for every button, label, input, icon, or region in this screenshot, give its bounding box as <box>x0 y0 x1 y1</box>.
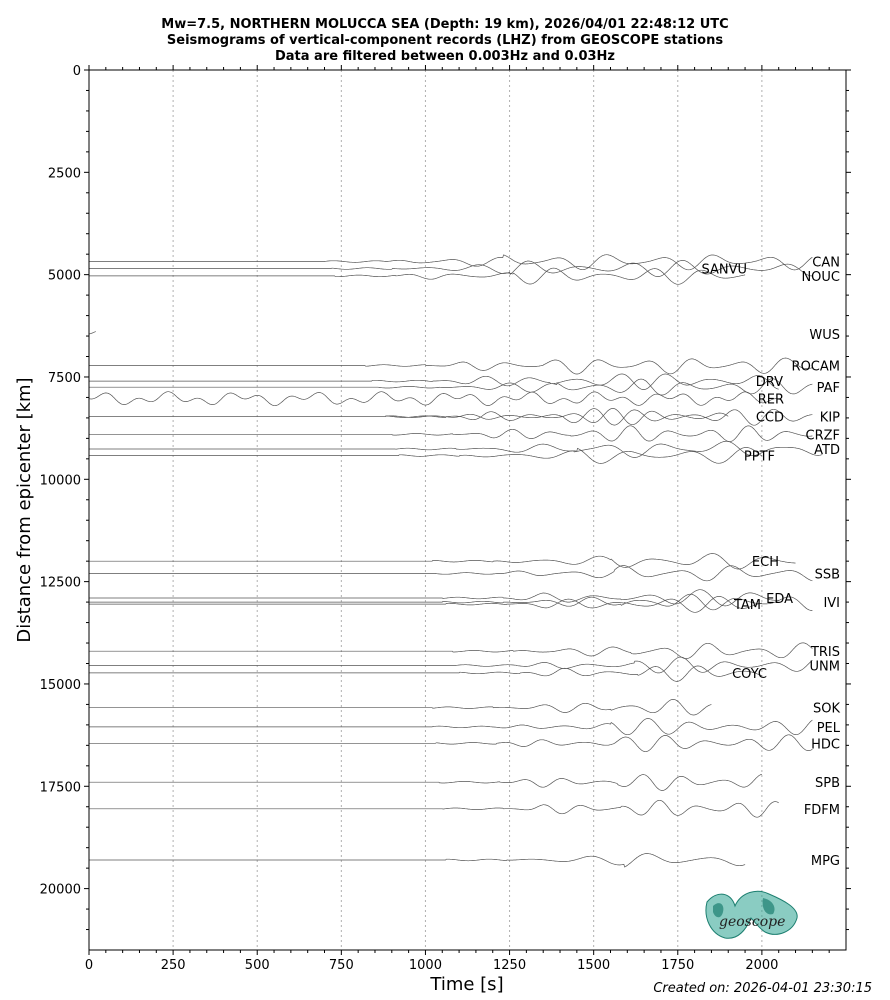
seismogram-trace-rocam <box>89 357 813 375</box>
y-tick-label: 17500 <box>40 780 81 795</box>
seismogram-trace-mpg <box>89 853 746 868</box>
y-tick-label: 2500 <box>48 166 81 181</box>
x-tick-label: 750 <box>329 958 354 973</box>
seismogram-trace-sok <box>89 699 712 716</box>
y-tick-label: 0 <box>73 64 81 79</box>
seismogram-trace-hdc <box>89 734 813 753</box>
x-tick-label: 500 <box>245 958 270 973</box>
seismogram-trace-nouc <box>89 267 746 285</box>
chart-title-line-1: Mw=7.5, NORTHERN MOLUCCA SEA (Depth: 19 … <box>161 17 729 32</box>
station-label-pel: PEL <box>817 721 841 736</box>
plot-frame <box>88 69 847 951</box>
seismogram-trace-atd <box>89 440 823 458</box>
station-labels: CAN SANVU NOUC WUS ROCAM DRV PAF RER CCD KIP CRZFA… <box>701 256 840 869</box>
seismogram-trace-eda <box>89 589 779 607</box>
geoscope-logo: geoscope <box>705 890 798 939</box>
chart-title-line-2: Seismograms of vertical-component record… <box>166 33 724 48</box>
seismogram-trace-rer <box>88 391 779 407</box>
station-label-can: CAN <box>812 256 840 271</box>
y-axis-label: Distance from epicenter [km] <box>14 377 35 642</box>
y-tick-label: 7500 <box>48 371 81 386</box>
traces <box>88 254 823 868</box>
station-label-hdc: HDC <box>811 737 840 752</box>
station-label-nouc: NOUC <box>801 270 840 285</box>
x-tick-label: 1750 <box>661 958 694 973</box>
logo-globe-shape <box>705 890 798 939</box>
y-tick-label: 5000 <box>48 269 81 284</box>
station-label-ccd: CCD <box>756 411 784 426</box>
station-label-drv: DRV <box>756 375 783 390</box>
station-label-kip: KIP <box>820 411 840 426</box>
station-label-rer: RER <box>758 393 784 408</box>
station-label-tam: TAM <box>733 598 761 613</box>
chart-title-line-3: Data are filtered between 0.003Hz and 0.… <box>274 49 616 64</box>
seismogram-trace-tris <box>89 642 813 659</box>
station-label-pptf: PPTF <box>744 450 775 465</box>
seismogram-trace-kip <box>89 408 813 426</box>
y-tick-label: 12500 <box>40 576 81 591</box>
station-label-coyc: COYC <box>732 667 767 682</box>
station-label-unm: UNM <box>810 660 840 675</box>
seismogram-trace-spb <box>89 773 762 791</box>
x-axis-label: Time [s] <box>429 974 503 995</box>
x-tick-label: 0 <box>85 958 93 973</box>
logo-globe-land <box>713 898 775 918</box>
seismogram-trace-ssb <box>89 565 813 582</box>
x-tick-label: 1000 <box>409 958 442 973</box>
station-label-atd: ATD <box>814 443 840 458</box>
station-label-tris: TRIS <box>810 645 840 660</box>
seismogram-trace-drv <box>89 373 779 390</box>
y-tick-label: 10000 <box>40 473 81 488</box>
axis-ticks: 0 250 500 750 1000 1250 1500 1750 20000250050007… <box>40 64 851 973</box>
x-tick-label: 2000 <box>745 958 778 973</box>
seismogram-trace-unm <box>89 656 813 674</box>
seismogram-trace-tam <box>89 596 762 613</box>
station-label-fdfm: FDFM <box>804 803 840 818</box>
seismogram-trace-pel <box>89 718 813 736</box>
seismogram-trace-sanvu <box>89 260 813 277</box>
station-label-wus: WUS <box>809 328 840 343</box>
seismogram-trace-ivi <box>89 593 813 611</box>
station-label-paf: PAF <box>817 381 840 396</box>
x-tick-label: 1250 <box>493 958 526 973</box>
seismogram-trace-wus <box>88 331 96 335</box>
station-label-ivi: IVI <box>823 596 840 611</box>
station-label-ech: ECH <box>752 555 779 570</box>
station-label-eda: EDA <box>766 592 793 607</box>
logo-text: geoscope <box>719 914 785 930</box>
seismogram-trace-fdfm <box>89 799 779 818</box>
seismogram-trace-can <box>89 254 813 271</box>
seismogram-trace-pptf <box>89 447 763 464</box>
station-label-spb: SPB <box>815 776 840 791</box>
station-label-rocam: ROCAM <box>792 360 840 375</box>
station-label-mpg: MPG <box>811 854 840 869</box>
x-tick-label: 1500 <box>577 958 610 973</box>
station-label-ssb: SSB <box>815 567 840 582</box>
station-label-sok: SOK <box>813 702 840 717</box>
seismogram-trace-ech <box>89 553 796 570</box>
seismogram-trace-paf <box>89 378 813 396</box>
seismogram-trace-coyc <box>89 665 762 682</box>
x-tick-label: 250 <box>161 958 186 973</box>
created-timestamp: Created on: 2026-04-01 23:30:15 <box>653 981 872 996</box>
y-tick-label: 20000 <box>40 883 81 898</box>
grid <box>172 70 763 950</box>
seismogram-trace-crzf <box>89 425 813 442</box>
y-tick-label: 15000 <box>40 678 81 693</box>
station-label-crzf: CRZF <box>806 428 841 443</box>
station-label-sanvu: SANVU <box>701 263 747 278</box>
